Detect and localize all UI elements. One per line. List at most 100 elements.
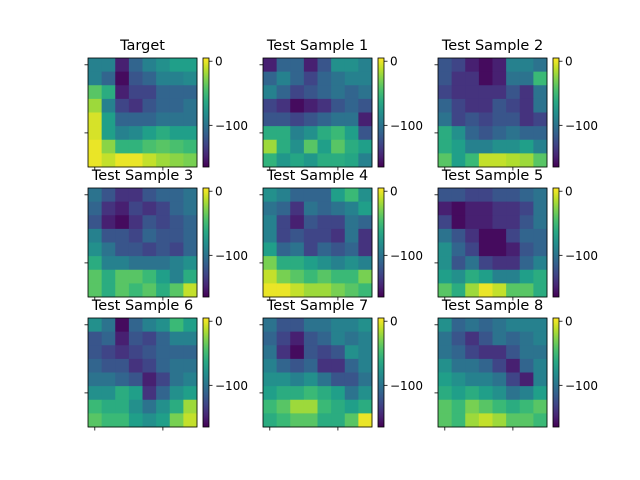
heatmap-cell [263, 228, 278, 243]
heatmap-cell [438, 318, 453, 333]
heatmap-cell [533, 386, 548, 401]
heatmap-cell [169, 283, 184, 298]
heatmap-cell [276, 413, 291, 428]
heatmap-cell [438, 283, 453, 298]
panel-title: Test Sample 3 [91, 168, 193, 184]
heatmap-cell [465, 228, 480, 243]
heatmap-cell [115, 358, 130, 373]
heatmap-cell [156, 188, 171, 203]
heatmap-cell [101, 372, 116, 387]
heatmap-cell [263, 318, 278, 333]
heatmap-cell [478, 318, 493, 333]
heatmap-cell [519, 126, 534, 141]
colorbar [202, 187, 210, 298]
colorbar-tick-label: 0 [390, 55, 398, 69]
heatmap-cell [492, 215, 507, 230]
heatmap-cell [317, 386, 332, 401]
heatmap-cell [156, 215, 171, 230]
heatmap-cell [88, 228, 103, 243]
heatmap-cell [88, 399, 103, 414]
colorbar-tick-label: −100 [565, 119, 598, 133]
panel-title: Test Sample 4 [266, 168, 368, 184]
heatmap-cell [465, 85, 480, 100]
heatmap-cell [478, 126, 493, 141]
heatmap-cell [101, 269, 116, 284]
heatmap-cell [169, 318, 184, 333]
heatmap-cell [519, 345, 534, 360]
heatmap-cell [101, 58, 116, 73]
heatmap-cell [169, 413, 184, 428]
heatmap-cell [533, 345, 548, 360]
heatmap-cell [263, 242, 278, 257]
heatmap-cell [478, 139, 493, 154]
heatmap-cell [519, 386, 534, 401]
heatmap-cell [438, 71, 453, 86]
heatmap-cell [331, 399, 346, 414]
heatmap-cell [101, 188, 116, 203]
heatmap-cell [263, 112, 278, 127]
heatmap-cell [451, 242, 466, 257]
heatmap-cell [331, 318, 346, 333]
heatmap-cell [519, 269, 534, 284]
heatmap-cell [263, 201, 278, 216]
heatmap-cell [478, 112, 493, 127]
heatmap-cell [156, 345, 171, 360]
heatmap-cell [303, 386, 318, 401]
heatmap-cell [88, 126, 103, 141]
heatmap-cell [101, 345, 116, 360]
heatmap-cell [263, 215, 278, 230]
heatmap-cell [263, 283, 278, 298]
heatmap-cell [156, 318, 171, 333]
heatmap-cell [519, 318, 534, 333]
heatmap-cell [142, 242, 157, 257]
heatmap-cell [156, 242, 171, 257]
heatmap-cell [156, 126, 171, 141]
heatmap-cell [101, 126, 116, 141]
heatmap-cell [115, 85, 130, 100]
heatmap-cell [142, 139, 157, 154]
heatmap-cell [358, 85, 373, 100]
heatmap-cell [290, 331, 305, 346]
panel-title: Test Sample 8 [441, 298, 543, 314]
heatmap-cell [519, 112, 534, 127]
heatmap-cell [115, 71, 130, 86]
heatmap-cell [142, 85, 157, 100]
heatmap-panel: Target 0 −100 [84, 38, 248, 171]
heatmap-cell [115, 318, 130, 333]
heatmap-cell [344, 372, 359, 387]
heatmap-cell [263, 188, 278, 203]
heatmap-cell [438, 201, 453, 216]
heatmap-cell [519, 372, 534, 387]
heatmap-cell [492, 242, 507, 257]
heatmap-cell [88, 386, 103, 401]
heatmap-cell [115, 126, 130, 141]
heatmap-cell [88, 112, 103, 127]
colorbar [377, 317, 385, 428]
heatmap-cell [492, 112, 507, 127]
heatmap-cell [465, 201, 480, 216]
heatmap-cell [438, 269, 453, 284]
heatmap-cell [465, 215, 480, 230]
heatmap-cell [344, 201, 359, 216]
heatmap-cell [465, 318, 480, 333]
heatmap-cell [290, 228, 305, 243]
heatmap-cell [303, 331, 318, 346]
heatmap-cell [142, 112, 157, 127]
heatmap-cell [290, 126, 305, 141]
heatmap-cell [344, 318, 359, 333]
heatmap-cell [506, 98, 521, 113]
heatmap-cell [465, 153, 480, 168]
heatmap-cell [183, 112, 198, 127]
heatmap-cell [331, 283, 346, 298]
heatmap-cell [88, 71, 103, 86]
heatmap-cell [533, 85, 548, 100]
axes-frame [437, 187, 548, 298]
heatmap-cell [156, 413, 171, 428]
colorbar-tick-label: 0 [390, 185, 398, 199]
heatmap-cell [303, 228, 318, 243]
heatmap-cell [533, 153, 548, 168]
heatmap-cell [276, 215, 291, 230]
heatmap-cell [506, 58, 521, 73]
heatmap-cell [344, 112, 359, 127]
axes-frame [87, 187, 198, 298]
